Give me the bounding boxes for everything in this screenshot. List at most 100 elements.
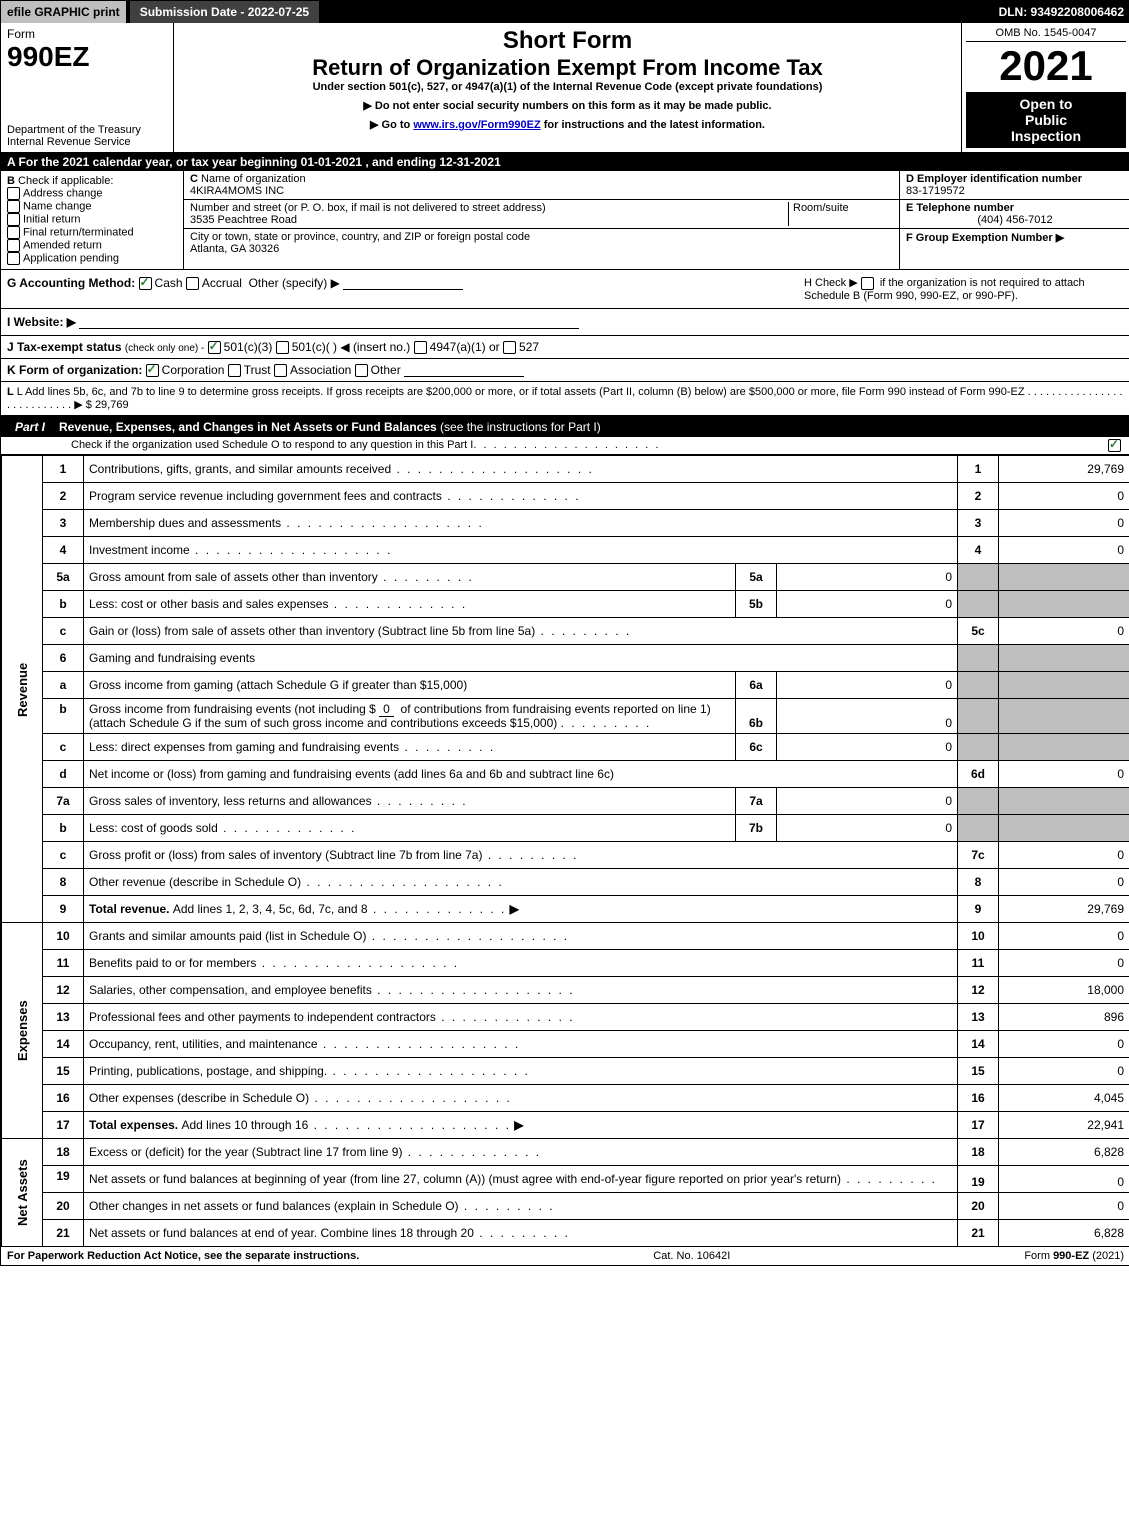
checkbox-address-change[interactable] [7,187,20,200]
dept-treasury: Department of the Treasury Internal Reve… [7,124,167,148]
checkbox-amended[interactable] [7,239,20,252]
line-4-val: 0 [999,537,1129,564]
line-6b-subval: 0 [777,699,958,734]
checkbox-initial-return[interactable] [7,213,20,226]
line-2-val: 0 [999,483,1129,510]
dln-label: DLN: 93492208006462 [993,1,1129,23]
line-11-num: 11 [43,950,84,977]
org-name-value: 4KIRA4MOMS INC [190,185,284,197]
checkbox-pending[interactable] [7,252,20,265]
line-17-desc-bold: Total expenses. [89,1118,181,1132]
line-7a-shaded-val [999,788,1129,815]
checkbox-trust[interactable] [228,364,241,377]
line-19-desc: Net assets or fund balances at beginning… [89,1172,841,1186]
open-line1: Open to [970,96,1122,112]
website-input[interactable] [79,316,579,329]
line-5c: c Gain or (loss) from sale of assets oth… [2,618,1129,645]
line-13-desc: Professional fees and other payments to … [89,1010,436,1024]
line-5a-shaded-val [999,564,1129,591]
line-6c-shaded-col [958,734,999,761]
checkbox-schedule-o-part-i[interactable] [1108,439,1121,452]
efile-print-button[interactable]: efile GRAPHIC print [1,1,126,23]
line-6d-num: d [43,761,84,788]
form-num-footer: 990-EZ [1053,1250,1089,1262]
ein-label: D Employer identification number [906,173,1082,185]
checkbox-association[interactable] [274,364,287,377]
line-5a: 5a Gross amount from sale of assets othe… [2,564,1129,591]
line-6b-shaded-val [999,699,1129,734]
line-6c-sub: 6c [736,734,777,761]
line-17-col: 17 [958,1112,999,1139]
line-6a-shaded-col [958,672,999,699]
line-9-desc2: Add lines 1, 2, 3, 4, 5c, 6d, 7c, and 8 [173,902,368,916]
line-16-num: 16 [43,1085,84,1112]
label-final-return: Final return/terminated [23,226,134,238]
checkbox-4947[interactable] [414,341,427,354]
line-7c-desc: Gross profit or (loss) from sales of inv… [89,848,482,862]
city-value: Atlanta, GA 30326 [190,243,279,255]
line-17-num: 17 [43,1112,84,1139]
irs-link[interactable]: www.irs.gov/Form990EZ [413,119,540,131]
line-6c-subval: 0 [777,734,958,761]
checkbox-501c[interactable] [276,341,289,354]
checkbox-501c3[interactable] [208,341,221,354]
line-12-val: 18,000 [999,977,1129,1004]
line-18-num: 18 [43,1139,84,1166]
revenue-vertical-label: Revenue [2,456,43,923]
line-19-col: 19 [958,1166,999,1193]
line-17: 17 Total expenses. Add lines 10 through … [2,1112,1129,1139]
line-1-col: 1 [958,456,999,483]
open-to-public: Open to Public Inspection [966,92,1126,148]
h-text: H Check ▶ [804,277,861,289]
line-11: 11 Benefits paid to or for members 11 0 [2,950,1129,977]
open-line2: Public [970,112,1122,128]
checkbox-other-org[interactable] [355,364,368,377]
group-exemption-label: F Group Exemption Number ▶ [906,232,1064,244]
phone-value: (404) 456-7012 [906,214,1124,226]
label-accrual: Accrual [202,276,242,290]
open-line3: Inspection [970,128,1122,144]
section-l-gross-receipts: L L Add lines 5b, 6c, and 7b to line 9 t… [1,382,1129,417]
line-20-num: 20 [43,1193,84,1220]
checkbox-corporation[interactable] [146,364,159,377]
other-org-input[interactable] [404,364,524,377]
goto-prefix: ▶ Go to [370,119,413,131]
label-501c: 501(c)( ) ◀ (insert no.) [292,340,411,354]
line-9-val: 29,769 [999,896,1129,923]
line-4-desc: Investment income [89,543,190,557]
line-4-num: 4 [43,537,84,564]
line-7b-shaded-col [958,815,999,842]
section-a-calendar-year: A For the 2021 calendar year, or tax yea… [1,153,1129,171]
checkbox-name-change[interactable] [7,200,20,213]
line-7a: 7a Gross sales of inventory, less return… [2,788,1129,815]
line-16: 16 Other expenses (describe in Schedule … [2,1085,1129,1112]
line-9-desc-bold: Total revenue. [89,902,173,916]
form-header: Form 990EZ Department of the Treasury In… [1,23,1129,153]
line-6a-sub: 6a [736,672,777,699]
checkbox-527[interactable] [503,341,516,354]
line-21-num: 21 [43,1220,84,1247]
line-11-col: 11 [958,950,999,977]
checkbox-accrual[interactable] [186,277,199,290]
checkbox-final-return[interactable] [7,226,20,239]
omb-number: OMB No. 1545-0047 [966,27,1126,42]
street-label: Number and street (or P. O. box, if mail… [190,202,546,214]
line-15-num: 15 [43,1058,84,1085]
form-word-footer: Form [1024,1250,1053,1262]
checkbox-schedule-b-not-required[interactable] [861,277,874,290]
phone-label: E Telephone number [906,202,1014,214]
line-9-num: 9 [43,896,84,923]
line-8-num: 8 [43,869,84,896]
form-number: 990EZ [7,41,167,73]
line-10-col: 10 [958,923,999,950]
line-18-col: 18 [958,1139,999,1166]
section-i-website: I Website: ▶ [1,309,1129,336]
section-j-tax-exempt: J Tax-exempt status (check only one) - 5… [1,336,1129,359]
header-left: Form 990EZ Department of the Treasury In… [1,23,174,152]
line-2-desc: Program service revenue including govern… [89,489,442,503]
checkbox-cash[interactable] [139,277,152,290]
other-method-input[interactable] [343,277,463,290]
label-association: Association [290,363,351,377]
line-7b-num: b [43,815,84,842]
line-7a-shaded-col [958,788,999,815]
